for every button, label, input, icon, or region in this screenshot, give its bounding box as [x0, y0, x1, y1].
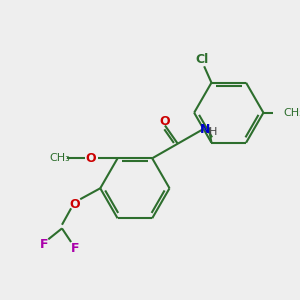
Text: H: H [209, 127, 218, 137]
Text: O: O [69, 198, 80, 211]
Text: F: F [70, 242, 79, 255]
Text: O: O [85, 152, 95, 165]
Text: CH₃: CH₃ [283, 108, 300, 118]
Text: N: N [200, 123, 210, 136]
Text: F: F [40, 238, 48, 251]
Text: Cl: Cl [196, 52, 209, 65]
Text: O: O [160, 115, 170, 128]
Text: CH₃: CH₃ [50, 153, 70, 163]
